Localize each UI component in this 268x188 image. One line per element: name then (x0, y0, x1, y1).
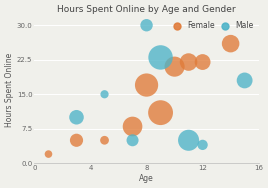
Legend: Female, Male: Female, Male (168, 20, 255, 32)
Point (243, 79, 247, 82)
Point (158, 56, 163, 59)
Point (102, 139, 107, 142)
Point (229, 42, 233, 45)
Point (187, 139, 191, 142)
Point (144, 24, 149, 27)
Point (131, 125, 135, 128)
Point (74, 139, 79, 142)
Y-axis label: Hours Spent Online: Hours Spent Online (5, 52, 14, 127)
Point (74, 116, 79, 119)
Point (158, 111, 163, 114)
Point (46, 153, 51, 156)
Point (200, 61, 205, 64)
X-axis label: Age: Age (139, 174, 154, 183)
Point (200, 143, 205, 146)
Point (102, 93, 107, 96)
Point (187, 61, 191, 64)
Point (172, 65, 177, 68)
Point (144, 83, 149, 86)
Point (131, 139, 135, 142)
Title: Hours Spent Online by Age and Gender: Hours Spent Online by Age and Gender (57, 5, 236, 14)
